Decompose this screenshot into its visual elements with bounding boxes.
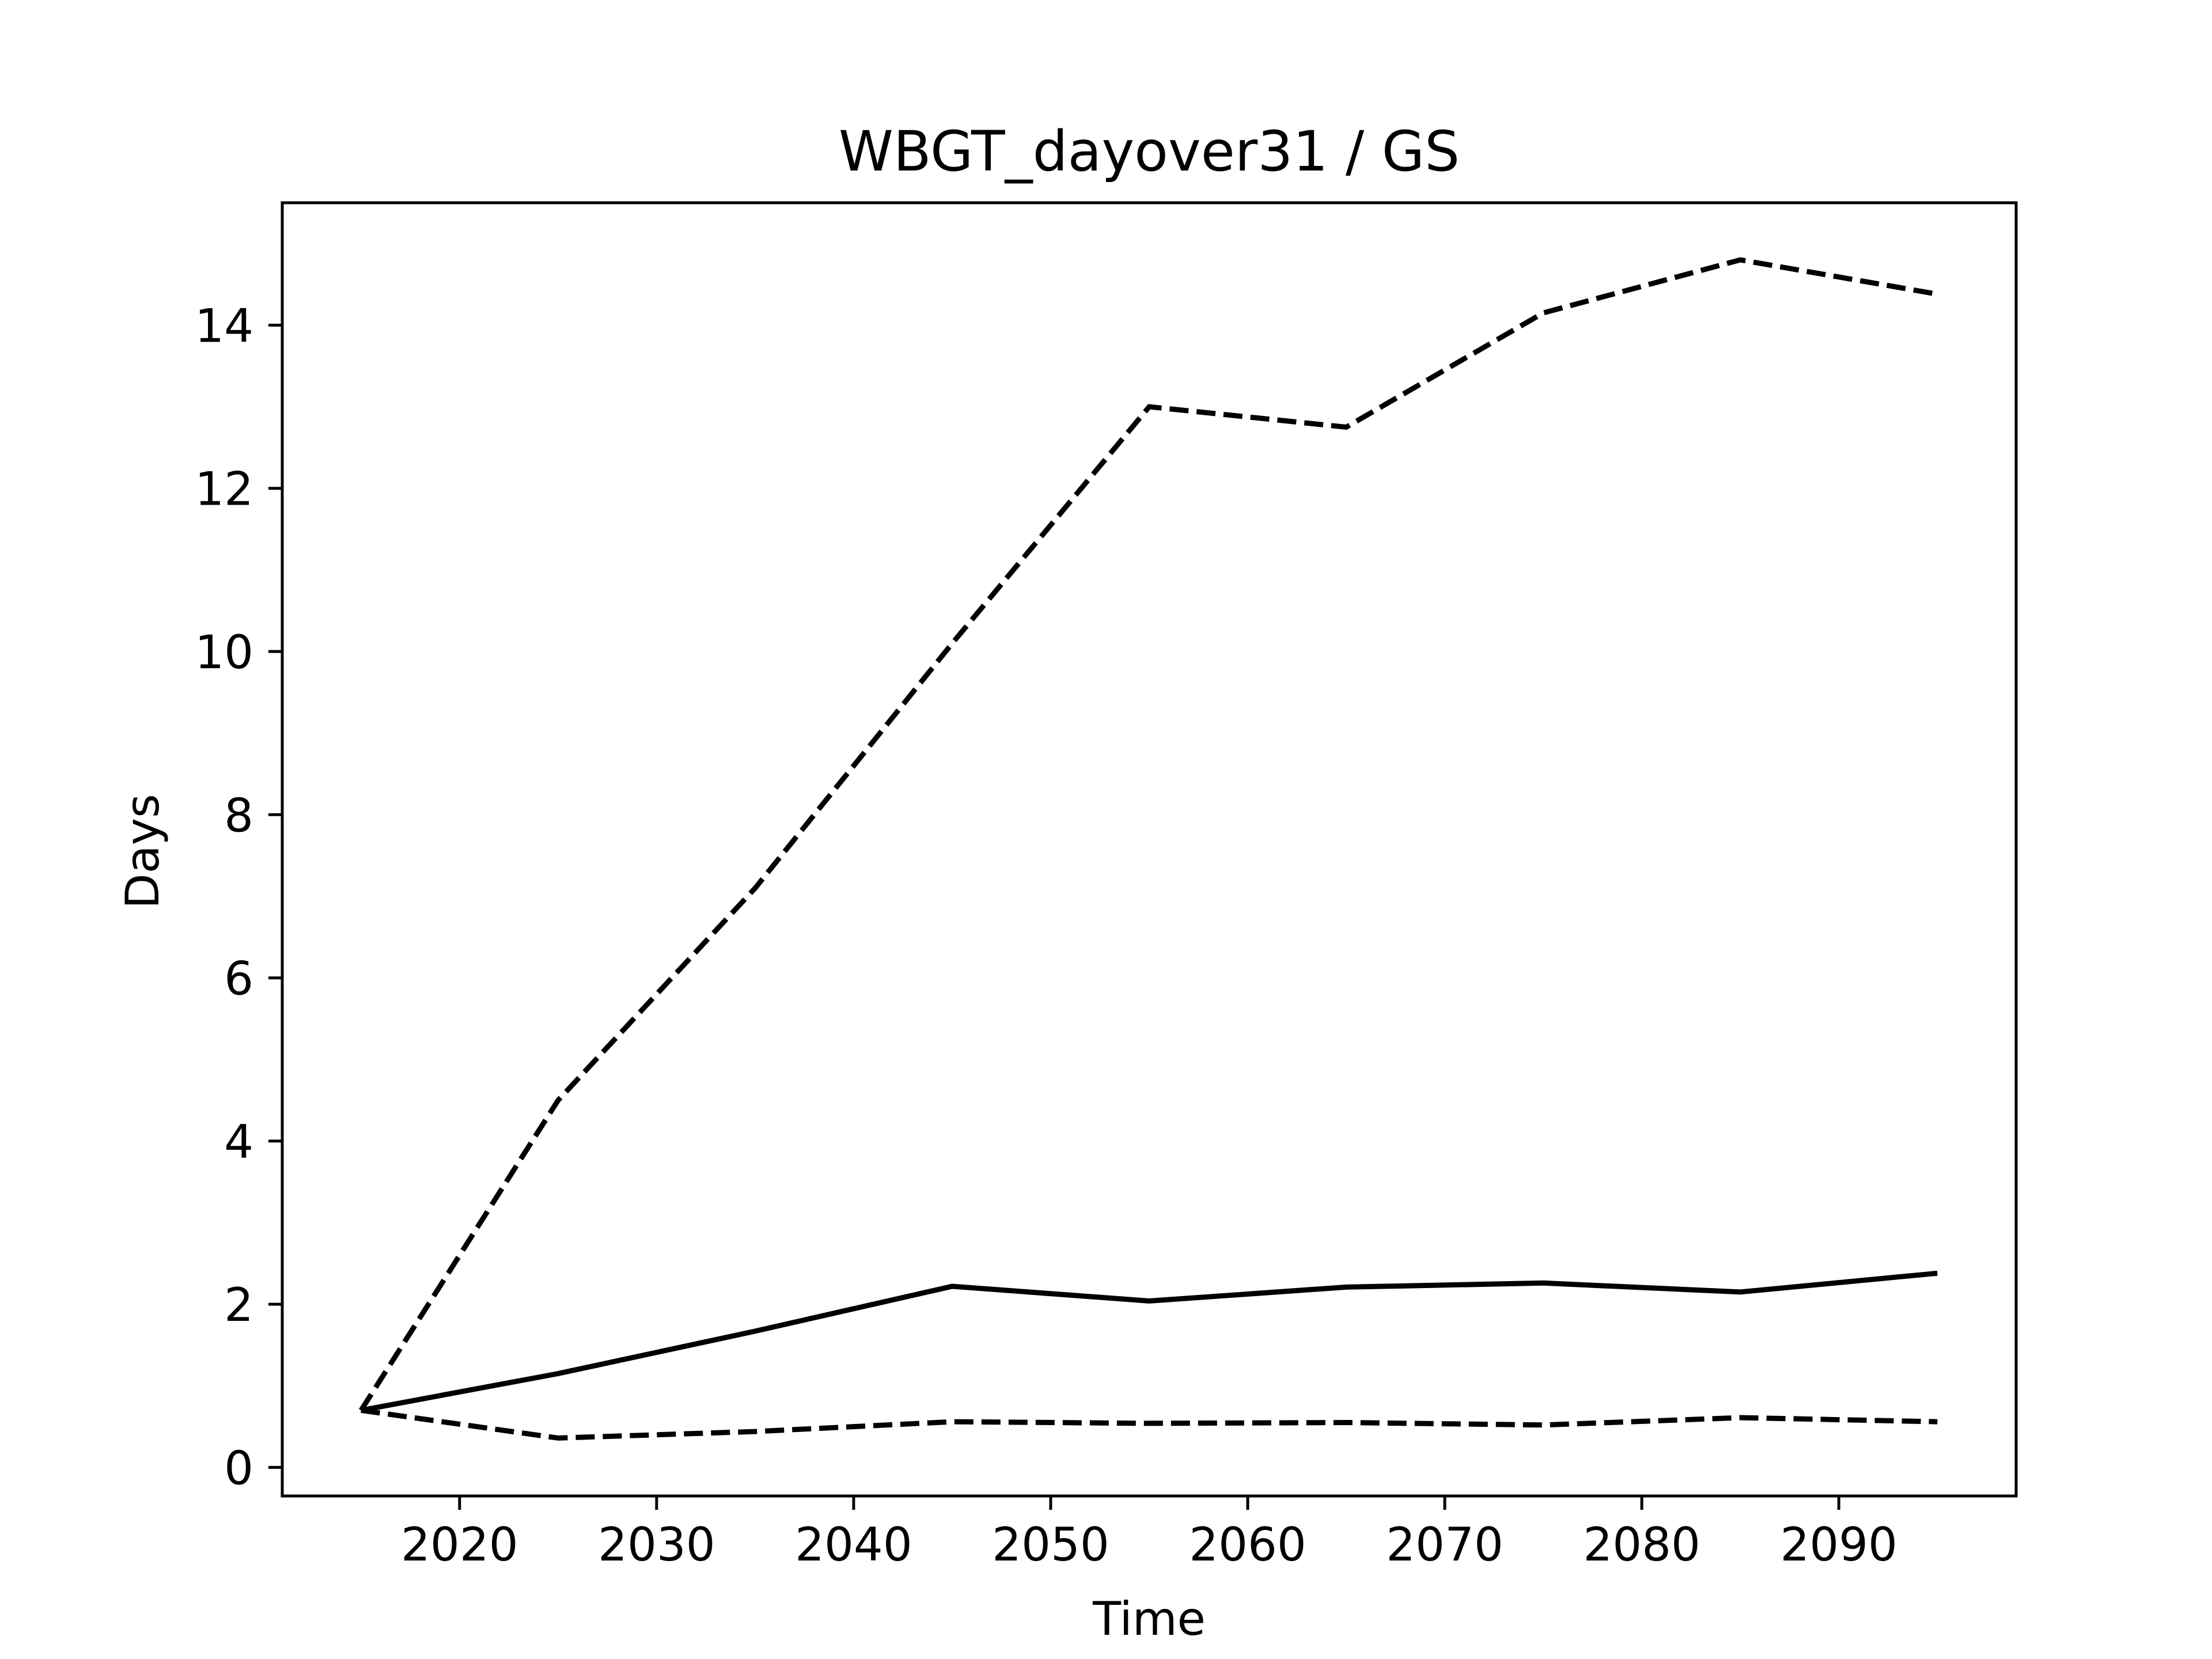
plot-frame: [281, 201, 2018, 1498]
series-line-2: [360, 1270, 1938, 1413]
x-tick-label: 2050: [992, 1518, 1109, 1571]
x-tick-label: 2040: [795, 1518, 912, 1571]
y-tick-label: 4: [224, 1115, 253, 1169]
x-tick-label: 2080: [1583, 1518, 1700, 1571]
x-axis: 2020 2030 2040 2050 2060 2070 2080 2090: [401, 1496, 1897, 1571]
y-axis: 0 2 4 6 8 10 12 14: [195, 299, 282, 1495]
x-tick-label: 2070: [1386, 1518, 1503, 1571]
y-tick-label: 2: [224, 1278, 253, 1332]
series-line-1: [359, 257, 1938, 1412]
y-tick-label: 10: [195, 626, 253, 679]
x-tick-label: 2020: [401, 1518, 518, 1571]
y-tick-label: 8: [224, 789, 253, 842]
y-tick-label: 12: [195, 463, 253, 516]
chart-title: WBGT_dayover31 / GS: [839, 119, 1460, 184]
x-tick-label: 2030: [598, 1518, 715, 1571]
y-axis-title: Days: [116, 794, 169, 909]
y-tick-label: 0: [224, 1441, 253, 1495]
x-axis-title: Time: [1092, 1592, 1206, 1646]
y-tick-label: 6: [224, 952, 253, 1006]
x-tick-label: 2090: [1780, 1518, 1897, 1571]
y-tick-label: 14: [195, 299, 253, 353]
series-line-3: [361, 1407, 1938, 1441]
plot-lines: [359, 257, 1938, 1441]
x-tick-label: 2060: [1189, 1518, 1306, 1571]
